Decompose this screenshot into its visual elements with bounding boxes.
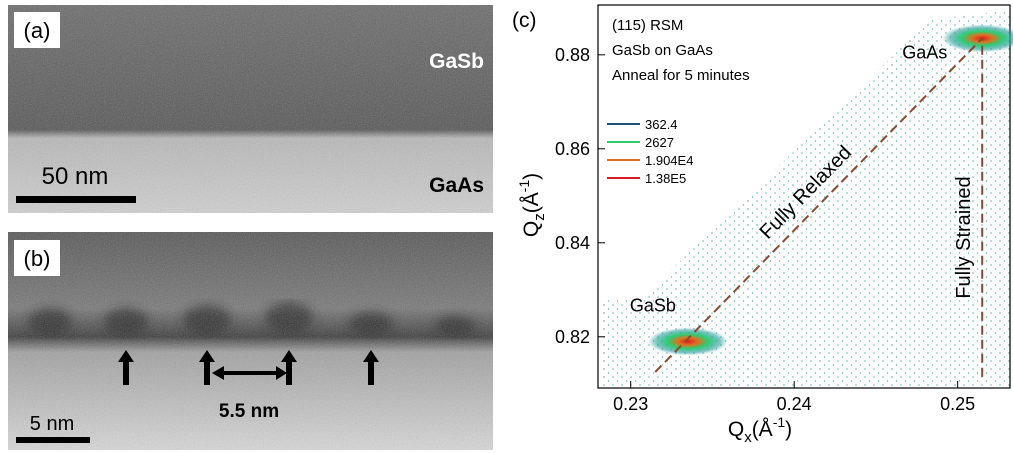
panel-label: (b)	[24, 246, 51, 271]
scale-bar	[16, 437, 90, 443]
y-tick-label: 0.82	[555, 327, 590, 347]
y-axis-label: Qz(Å-1)	[516, 173, 548, 237]
scale-label: 50 nm	[42, 163, 109, 190]
peak	[942, 24, 1013, 53]
x-tick-label: 0.25	[940, 394, 975, 414]
scatter-cloud	[600, 10, 1010, 388]
legend-label: 2627	[645, 135, 674, 150]
tem-texture	[8, 232, 493, 450]
scale-label: 5 nm	[30, 413, 74, 435]
x-tick-label: 0.24	[777, 394, 812, 414]
tem-texture	[8, 5, 493, 213]
peak	[647, 327, 728, 356]
y-tick-label: 0.86	[555, 139, 590, 159]
panel-b: (b) 5.5 nm 5 nm	[8, 232, 493, 450]
legend-label: 1.38E5	[645, 171, 686, 186]
annotation: (115) RSM	[612, 17, 683, 34]
y-tick-label: 0.88	[555, 45, 590, 65]
x-tick-label: 0.23	[613, 394, 648, 414]
guide-label: Fully Strained	[953, 176, 975, 298]
material-label: GaAs	[429, 174, 484, 197]
legend-label: 1.904E4	[645, 153, 693, 168]
panel-label: (c)	[512, 9, 537, 32]
panel-c: (c) (115) RSM GaSb on GaAs Anneal for 5 …	[512, 4, 1011, 446]
arrows	[118, 350, 379, 385]
peak-label: GaAs	[902, 42, 947, 62]
plot-frame	[597, 4, 1011, 389]
spacing-label: 5.5 nm	[219, 401, 279, 422]
panel-label: (a)	[24, 18, 51, 43]
label-box	[14, 240, 60, 276]
legend-label: 362.4	[645, 117, 678, 132]
scale-bar	[16, 196, 136, 203]
x-axis-label: Qx(Å-1)	[728, 414, 792, 446]
panel-a: (a) GaSb GaAs 50 nm	[8, 5, 493, 213]
guide-line	[654, 37, 983, 373]
peak-label: GaSb	[630, 295, 676, 315]
label-box	[14, 12, 60, 48]
annotation: Anneal for 5 minutes	[612, 67, 750, 84]
material-label: GaSb	[429, 50, 484, 73]
y-tick-label: 0.84	[555, 233, 590, 253]
annotation: GaSb on GaAs	[612, 42, 713, 59]
